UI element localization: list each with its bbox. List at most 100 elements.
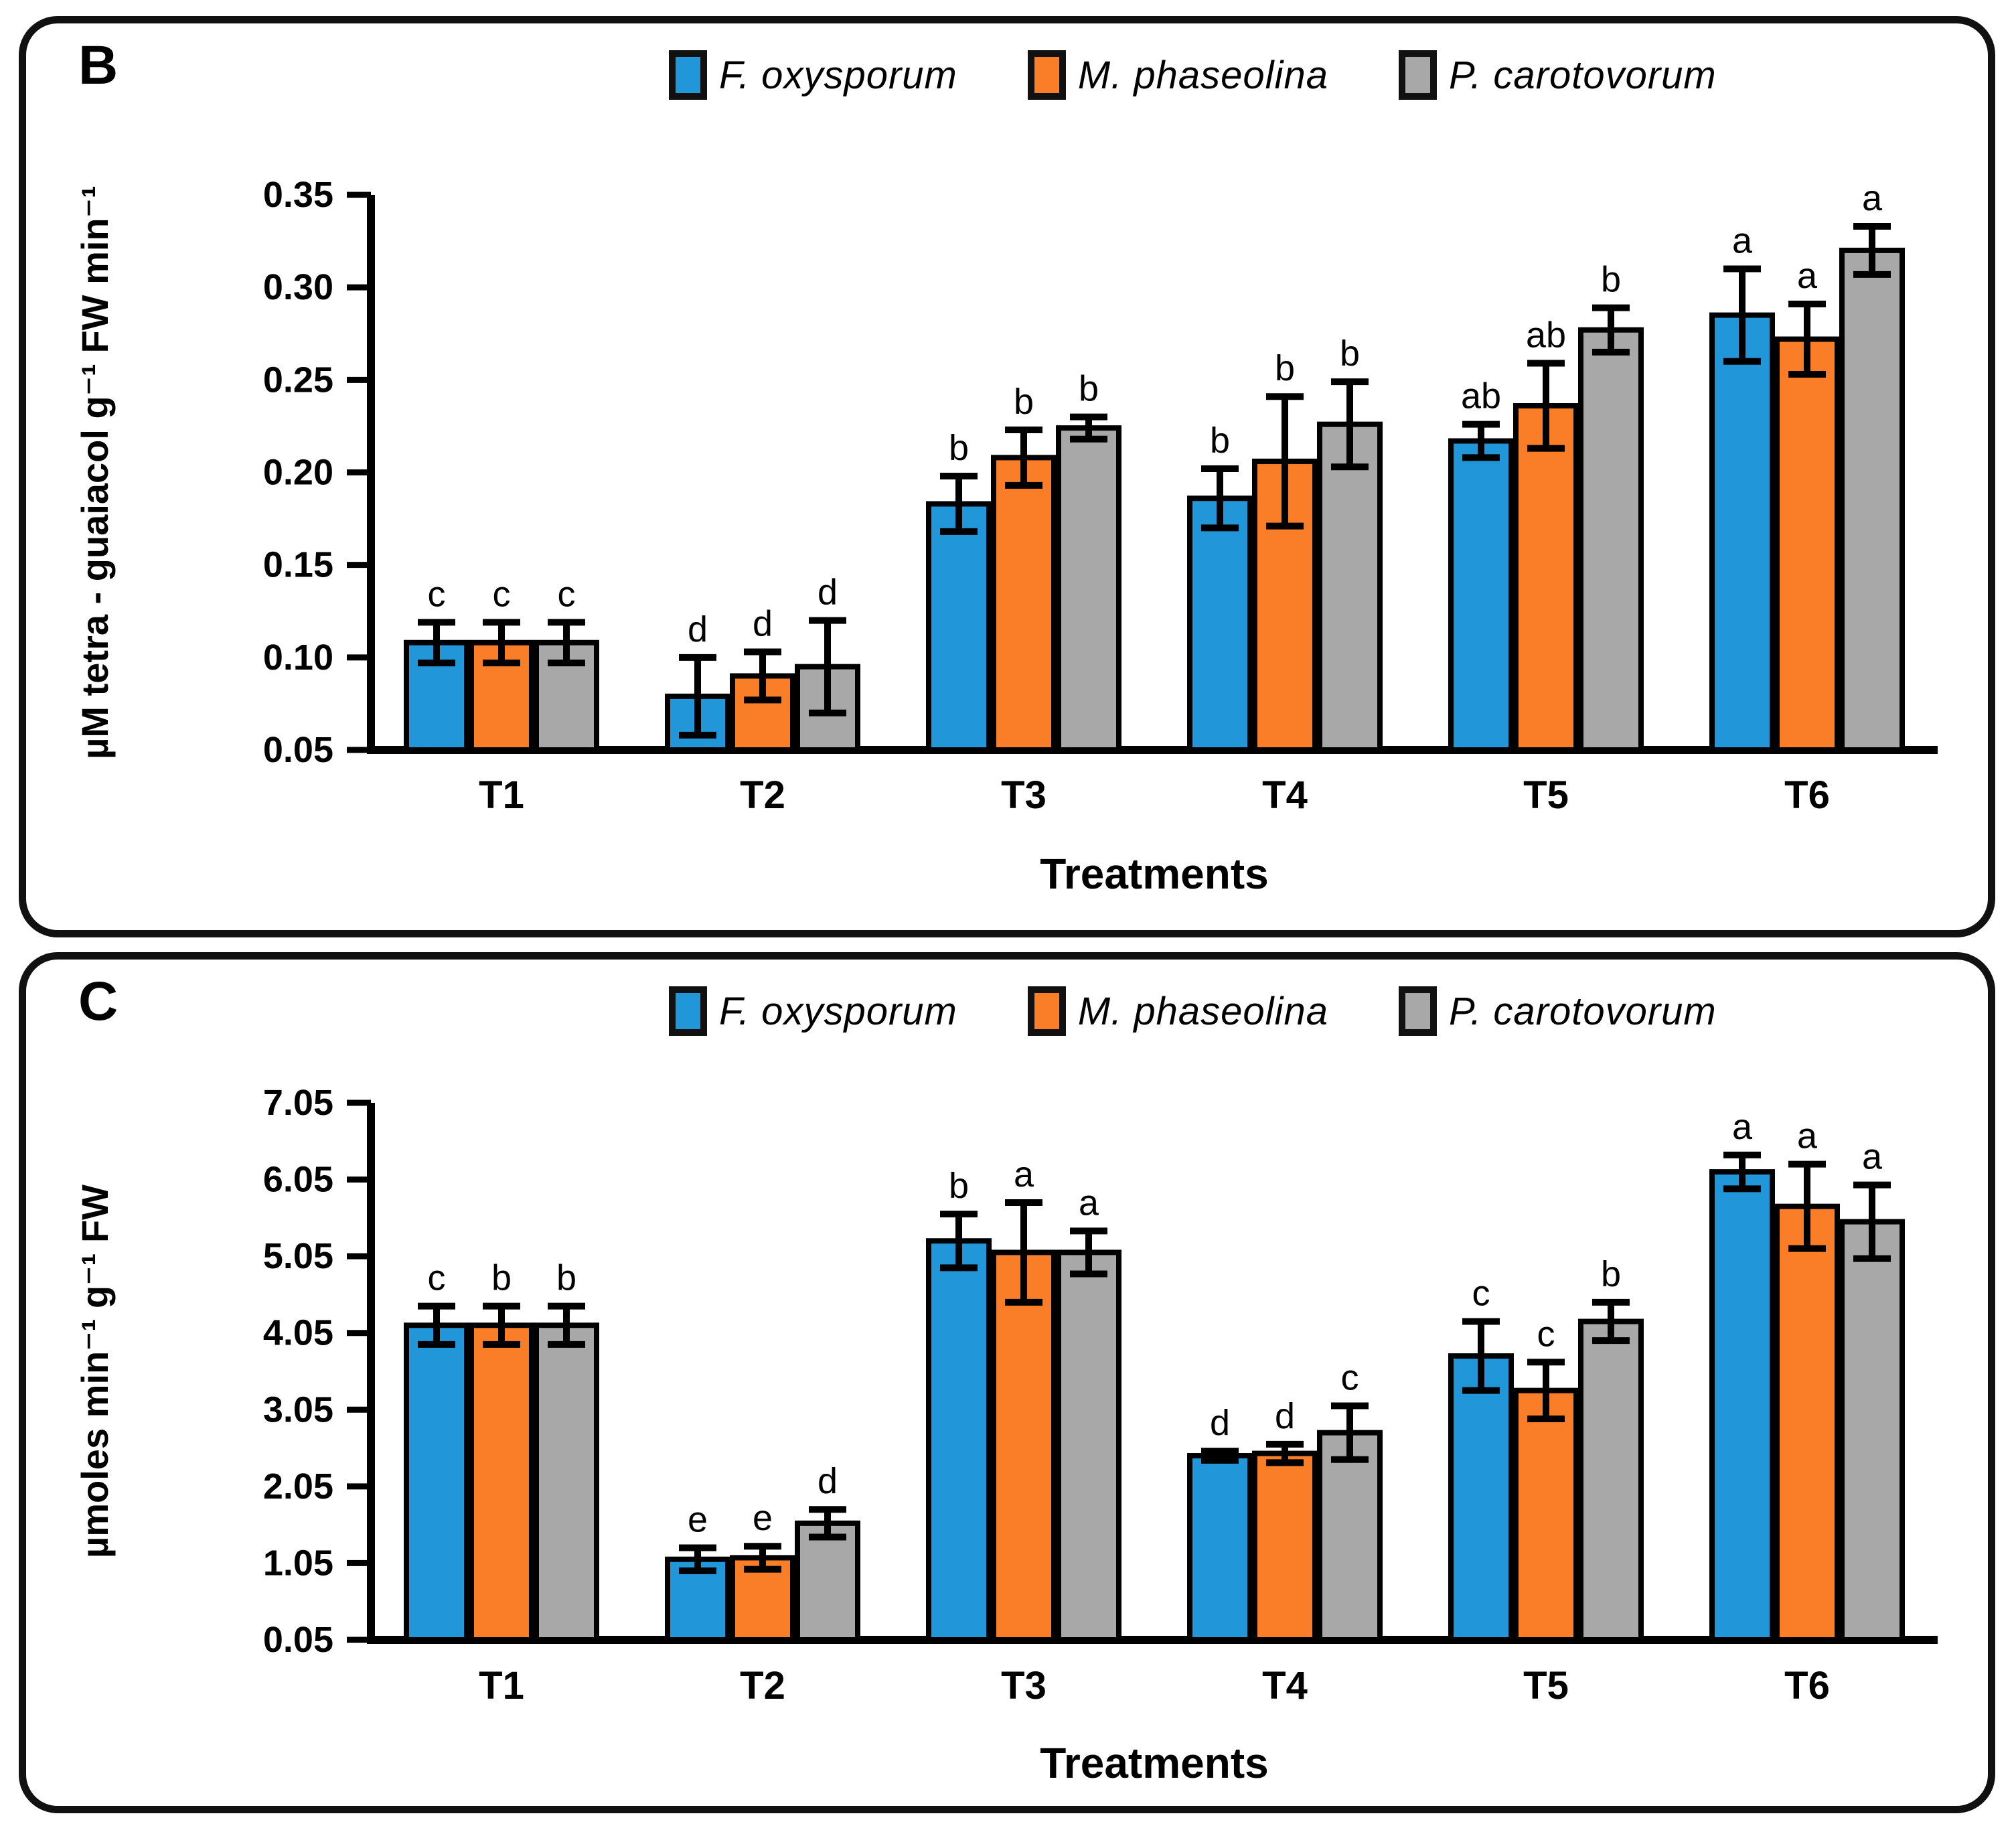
sig-letter: a (1732, 221, 1753, 261)
panel-c: C F. oxysporum M. phaseolina P. carotovo… (19, 952, 1995, 1813)
sig-letter: c (428, 574, 446, 614)
legend: F. oxysporum M. phaseolina P. carotovoru… (669, 986, 1717, 1036)
bar (991, 455, 1057, 753)
x-category-label: T2 (740, 773, 785, 817)
bar (534, 1322, 599, 1643)
sig-letter: b (491, 1258, 512, 1298)
legend-swatch-icon (669, 50, 707, 100)
bar (1317, 421, 1383, 753)
bar (1187, 1453, 1253, 1643)
bar (926, 501, 992, 753)
x-category-label: T5 (1523, 1664, 1569, 1707)
y-tick-label: 7.05 (263, 1083, 333, 1123)
sig-letter: a (1014, 1154, 1034, 1195)
sig-letter: a (1732, 1107, 1753, 1147)
sig-letter: a (1079, 1183, 1099, 1223)
legend-swatch-icon (1398, 986, 1437, 1036)
y-tick-label: 3.05 (263, 1389, 333, 1430)
legend-swatch-icon (1398, 50, 1437, 100)
bar (1056, 1249, 1121, 1643)
legend-item: M. phaseolina (1027, 50, 1328, 100)
sig-letter: a (1862, 1137, 1883, 1177)
y-tick-label: 1.05 (263, 1543, 333, 1583)
bar (1513, 403, 1579, 753)
y-tick-label: 0.25 (263, 360, 333, 400)
sig-letter: d (818, 573, 838, 613)
bar (1513, 1387, 1579, 1643)
sig-letter: b (1079, 369, 1099, 409)
y-tick-label: 0.05 (263, 1620, 333, 1660)
sig-letter: d (818, 1461, 838, 1501)
bar (1774, 336, 1840, 753)
bar (795, 1520, 860, 1643)
bar (1839, 1219, 1905, 1643)
sig-letter: c (1537, 1314, 1555, 1354)
y-axis-title: µmoles min⁻¹ g⁻¹ FW (74, 1185, 116, 1558)
x-category-label: T6 (1784, 773, 1830, 817)
legend-item: F. oxysporum (669, 986, 957, 1036)
bar (1056, 425, 1121, 753)
y-tick-label: 6.05 (263, 1160, 333, 1200)
legend-label: M. phaseolina (1077, 989, 1328, 1033)
bar (1448, 438, 1514, 753)
bar (1578, 327, 1644, 753)
panel-b: B F. oxysporum M. phaseolina P. carotovo… (19, 16, 1995, 937)
bar (1839, 247, 1905, 753)
x-axis-title: Treatments (1040, 850, 1268, 898)
legend-label: P. carotovorum (1448, 989, 1717, 1033)
bar (404, 1322, 469, 1643)
x-category-label: T4 (1262, 1664, 1308, 1707)
sig-letter: a (1862, 178, 1883, 218)
x-axis-title: Treatments (1040, 1739, 1268, 1787)
panel-b-label: B (78, 35, 119, 96)
y-tick-label: 2.05 (263, 1466, 333, 1507)
bar (1578, 1318, 1644, 1643)
x-category-label: T6 (1784, 1664, 1830, 1707)
x-category-label: T1 (479, 773, 524, 817)
bar (1252, 1450, 1318, 1643)
panel-c-label: C (78, 971, 119, 1032)
sig-letter: b (1210, 421, 1230, 461)
x-category-label: T3 (1001, 1664, 1046, 1707)
sig-letter: d (1275, 1396, 1295, 1436)
bar-chart-panel-b: 0.05 0.10 0.15 0.20 0.25 0.30 0.35 µM tetra - g… (74, 175, 1938, 898)
legend-label: F. oxysporum (719, 989, 957, 1033)
x-category-label: T4 (1262, 773, 1308, 817)
y-tick-label: 0.15 (263, 545, 333, 585)
sig-letter: ab (1461, 376, 1501, 416)
y-tick-label: 0.10 (263, 637, 333, 678)
legend-item: F. oxysporum (669, 50, 957, 100)
y-tick-label: 0.20 (263, 453, 333, 493)
sig-letter: b (1275, 348, 1295, 388)
x-category-label: T2 (740, 1664, 785, 1707)
y-tick-label: 0.30 (263, 267, 333, 307)
legend-swatch-icon (669, 986, 707, 1036)
bar (1709, 312, 1775, 753)
bar (469, 1322, 534, 1643)
sig-letter: b (949, 1166, 969, 1206)
y-tick-label: 4.05 (263, 1313, 333, 1353)
y-tick-label: 5.05 (263, 1236, 333, 1276)
bar (1317, 1430, 1383, 1643)
sig-letter: e (688, 1500, 708, 1540)
sig-letter: d (753, 604, 773, 644)
sig-letter: b (1601, 260, 1621, 300)
sig-letter: b (1014, 382, 1034, 422)
sig-letter: a (1797, 256, 1818, 296)
legend-item: P. carotovorum (1398, 50, 1717, 100)
y-axis-title: µM tetra - guaiacol g⁻¹ FW min⁻¹ (74, 185, 116, 759)
bar (1187, 495, 1253, 753)
sig-letter: c (1472, 1274, 1490, 1314)
bar (991, 1249, 1057, 1643)
bar-chart-panel-c: 0.05 1.05 2.05 3.05 4.05 5.05 6.05 7.05 µmoles m… (74, 1083, 1938, 1787)
sig-letter: c (1341, 1358, 1359, 1398)
sig-letter: c (558, 574, 576, 614)
legend-swatch-icon (1027, 986, 1066, 1036)
bar (1709, 1169, 1775, 1643)
y-tick-label: 0.05 (263, 730, 333, 770)
legend-swatch-icon (1027, 50, 1066, 100)
legend: F. oxysporum M. phaseolina P. carotovoru… (669, 50, 1717, 100)
x-category-label: T5 (1523, 773, 1569, 817)
bar (665, 1556, 730, 1643)
legend-label: F. oxysporum (719, 53, 957, 97)
